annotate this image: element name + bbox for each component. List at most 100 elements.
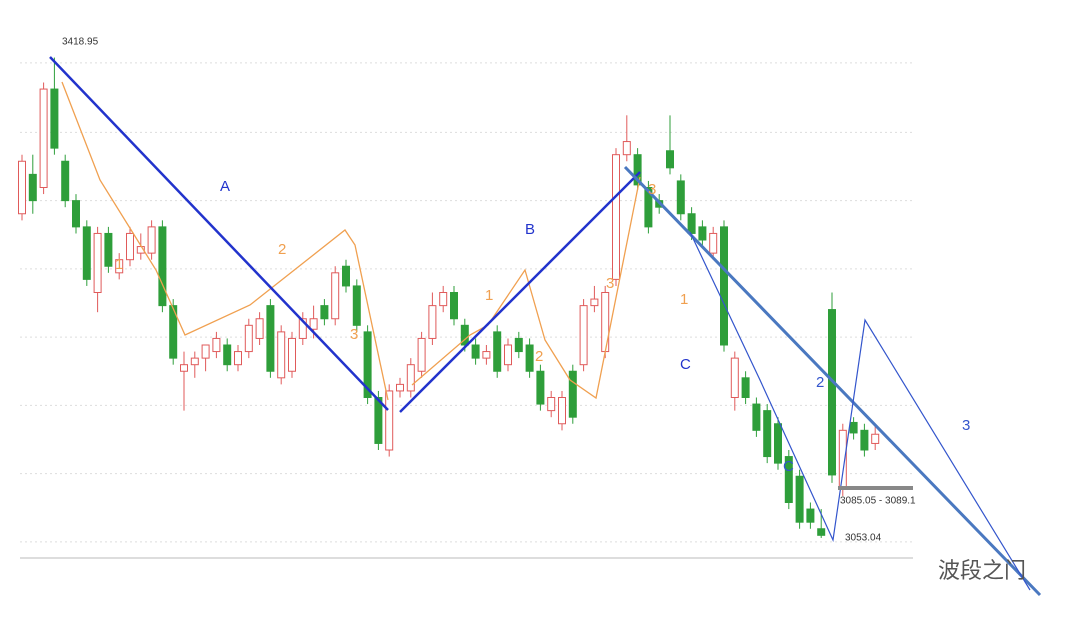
candle-body [871, 433, 880, 444]
candle-body [493, 331, 502, 372]
candle-body [331, 272, 340, 320]
candle-body [342, 265, 350, 287]
plot-area [20, 30, 913, 558]
candle-body [849, 421, 858, 434]
candle-body [795, 475, 804, 523]
candle-body [525, 344, 534, 372]
sub-wave [411, 176, 641, 400]
candle-body [266, 305, 275, 372]
candle-body [504, 344, 512, 366]
candle-body [644, 187, 653, 228]
candle-body [720, 226, 728, 346]
candle-body [709, 232, 718, 254]
candle-body [817, 528, 826, 536]
candle-body [579, 305, 588, 366]
candle-body [147, 226, 156, 254]
candle-body [72, 200, 80, 228]
candle-body [590, 298, 599, 307]
candle-body [39, 88, 48, 188]
sub-wave [61, 81, 389, 401]
candle-body [374, 397, 383, 444]
candle-body [255, 318, 264, 339]
candle-body [666, 150, 674, 169]
candle-body [158, 226, 167, 307]
wave-c [689, 231, 1031, 591]
annotation: 1 [115, 256, 123, 273]
annotation: B [525, 221, 535, 238]
candle-body [223, 344, 232, 366]
candle-body [860, 429, 869, 451]
candle-body [784, 456, 793, 503]
candle-body [288, 337, 296, 372]
candle-body [298, 318, 307, 339]
candle-body [61, 160, 70, 202]
candle-body [93, 232, 102, 293]
candle-body [352, 285, 361, 326]
candle-body [450, 292, 458, 320]
candle-body [828, 309, 836, 476]
candle-body [612, 154, 620, 280]
candle-body [633, 154, 642, 186]
wave-b [399, 171, 641, 413]
candle-body [741, 377, 750, 398]
candle-body [385, 390, 394, 451]
candle-body [687, 213, 696, 234]
watermark: 波段之门 [938, 558, 1026, 583]
annotation: C [680, 356, 691, 373]
candle-body [698, 226, 707, 241]
candle-body [363, 331, 372, 398]
candle-body [774, 423, 782, 464]
candle-body [126, 232, 134, 261]
annotation: 3 [606, 275, 614, 292]
price-label: 3418.95 [62, 37, 99, 48]
candle-body [396, 383, 404, 392]
candle-body [460, 324, 469, 346]
trend-line [623, 165, 1042, 597]
candle-body [428, 305, 437, 339]
candle-body [676, 180, 685, 215]
candle-body [622, 141, 631, 156]
annotation: 3 [350, 326, 358, 343]
candle-body [763, 410, 772, 458]
candle-body [28, 173, 37, 202]
candle-body [547, 397, 556, 412]
annotation: 2 [535, 348, 543, 365]
candle-body [115, 259, 124, 274]
candle-body [190, 357, 199, 366]
candle-body [50, 88, 59, 149]
annotation: A [220, 178, 230, 195]
candle-body [212, 337, 221, 353]
candle-body [277, 331, 286, 379]
candle-body [234, 351, 242, 366]
candle-body [806, 508, 815, 523]
candle-body [18, 160, 26, 215]
price-label: 3053.04 [845, 533, 882, 544]
candle-body [244, 324, 253, 353]
annotation: 2 [816, 374, 824, 391]
candle-body [309, 318, 318, 330]
candle-body [752, 403, 761, 431]
annotation: 2 [278, 241, 286, 258]
candle-body [482, 351, 491, 359]
candle-body [169, 305, 178, 359]
candle-body [417, 337, 426, 372]
candle-body [320, 305, 329, 320]
annotation: 1 [485, 287, 493, 304]
wave-a [49, 56, 389, 411]
price-label: 3085.05 - 3089.1 [840, 496, 916, 507]
annotation: C [783, 458, 794, 475]
candle-body [730, 357, 739, 398]
candle-body [104, 232, 113, 267]
wave-lines [49, 56, 1042, 597]
candle-body [406, 364, 415, 392]
candle-body [180, 364, 188, 372]
candle-body [514, 337, 523, 353]
candle-body [536, 370, 545, 405]
candle-body [82, 226, 91, 280]
annotation: 3 [648, 181, 656, 198]
annotation: 1 [680, 291, 688, 308]
annotation: 3 [962, 417, 970, 434]
candle-body [439, 292, 448, 307]
